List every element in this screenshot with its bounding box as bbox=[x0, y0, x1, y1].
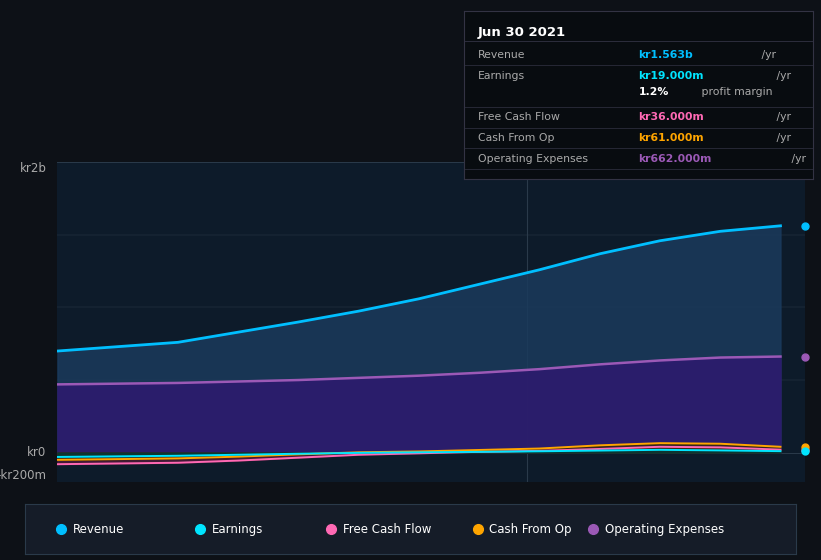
Text: profit margin: profit margin bbox=[699, 87, 773, 97]
Text: Jun 30 2021: Jun 30 2021 bbox=[478, 26, 566, 39]
Text: 2020: 2020 bbox=[403, 504, 435, 517]
Text: /yr: /yr bbox=[773, 133, 791, 143]
Text: kr662.000m: kr662.000m bbox=[639, 153, 712, 164]
Text: Earnings: Earnings bbox=[211, 522, 263, 536]
Text: Earnings: Earnings bbox=[478, 71, 525, 81]
Text: 1.2%: 1.2% bbox=[639, 87, 668, 97]
Text: Cash From Op: Cash From Op bbox=[478, 133, 554, 143]
Text: kr61.000m: kr61.000m bbox=[639, 133, 704, 143]
Text: Cash From Op: Cash From Op bbox=[489, 522, 571, 536]
Text: kr2b: kr2b bbox=[20, 162, 46, 175]
Text: kr36.000m: kr36.000m bbox=[639, 112, 704, 122]
Text: 2021: 2021 bbox=[644, 504, 676, 517]
Text: kr0: kr0 bbox=[27, 446, 46, 459]
Text: /yr: /yr bbox=[788, 153, 806, 164]
Text: Free Cash Flow: Free Cash Flow bbox=[478, 112, 560, 122]
Text: kr19.000m: kr19.000m bbox=[639, 71, 704, 81]
Text: /yr: /yr bbox=[759, 50, 777, 60]
Text: -kr200m: -kr200m bbox=[0, 469, 46, 482]
Text: Revenue: Revenue bbox=[478, 50, 525, 60]
Text: kr1.563b: kr1.563b bbox=[639, 50, 693, 60]
Text: 2019: 2019 bbox=[163, 504, 194, 517]
Text: Operating Expenses: Operating Expenses bbox=[605, 522, 724, 536]
Text: Free Cash Flow: Free Cash Flow bbox=[342, 522, 431, 536]
Text: Revenue: Revenue bbox=[72, 522, 124, 536]
Text: /yr: /yr bbox=[773, 71, 791, 81]
Text: /yr: /yr bbox=[773, 112, 791, 122]
Text: Operating Expenses: Operating Expenses bbox=[478, 153, 588, 164]
